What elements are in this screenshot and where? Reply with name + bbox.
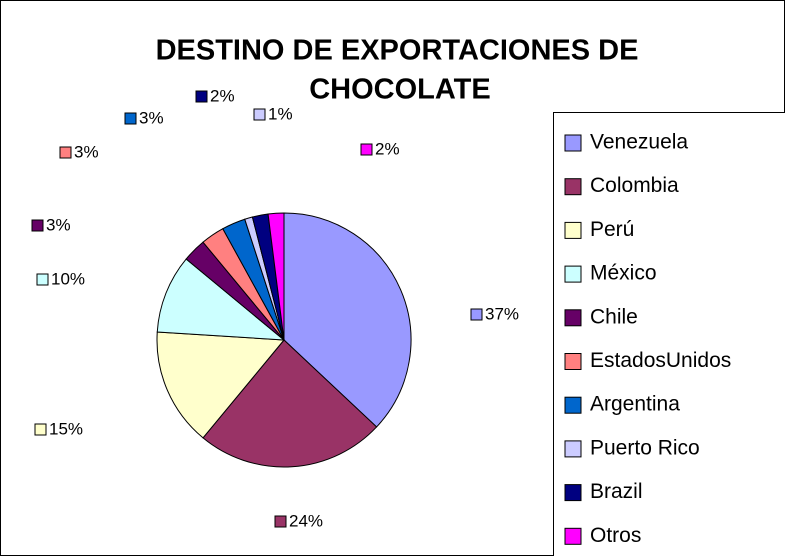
- legend-swatch: [564, 221, 582, 239]
- label-swatch: [470, 308, 483, 321]
- data-label: 37%: [485, 304, 519, 323]
- pie-slice: [283, 212, 412, 428]
- chart-title: DESTINO DE EXPORTACIONES DE: [156, 35, 639, 67]
- legend-swatch: [564, 396, 582, 414]
- pie-slice: [267, 212, 285, 341]
- data-label: 3%: [139, 108, 164, 127]
- legend-swatch: [564, 134, 582, 152]
- data-label: 15%: [49, 419, 83, 438]
- legend-label: Perú: [590, 218, 634, 241]
- data-label: 2%: [375, 139, 400, 158]
- legend-box: [553, 112, 785, 556]
- label-swatch: [253, 108, 266, 121]
- label-swatch: [360, 143, 373, 156]
- legend-swatch: [564, 527, 582, 545]
- label-swatch: [195, 90, 208, 103]
- pie-slice: [156, 258, 286, 341]
- label-swatch: [36, 273, 49, 286]
- legend-label: Argentina: [590, 393, 680, 416]
- chart-title: CHOCOLATE: [309, 74, 491, 106]
- legend-label: Venezuela: [590, 131, 688, 154]
- legend-label: Puerto Rico: [590, 436, 700, 459]
- legend-label: EstadosUnidos: [590, 349, 731, 372]
- legend-swatch: [564, 484, 582, 502]
- data-label: 3%: [74, 142, 99, 161]
- legend-swatch: [564, 178, 582, 196]
- pie-slice: [156, 331, 286, 439]
- data-label: 3%: [46, 215, 71, 234]
- label-swatch: [31, 219, 44, 232]
- label-swatch: [59, 146, 72, 159]
- data-label: 10%: [51, 269, 85, 288]
- legend-label: México: [590, 262, 657, 285]
- label-swatch: [34, 423, 47, 436]
- legend-swatch: [564, 353, 582, 370]
- label-swatch: [274, 515, 287, 528]
- data-label: 24%: [289, 511, 323, 530]
- data-label: 2%: [210, 86, 235, 105]
- legend-swatch: [564, 309, 582, 327]
- legend-label: Otros: [590, 524, 641, 547]
- legend-swatch: [564, 440, 582, 458]
- legend-label: Colombia: [590, 174, 679, 197]
- legend-label: Chile: [590, 305, 638, 328]
- legend-swatch: [564, 265, 582, 283]
- data-label: 1%: [268, 104, 293, 123]
- label-swatch: [124, 112, 137, 125]
- legend-label: Brazil: [590, 480, 643, 503]
- pie-slice: [202, 339, 378, 468]
